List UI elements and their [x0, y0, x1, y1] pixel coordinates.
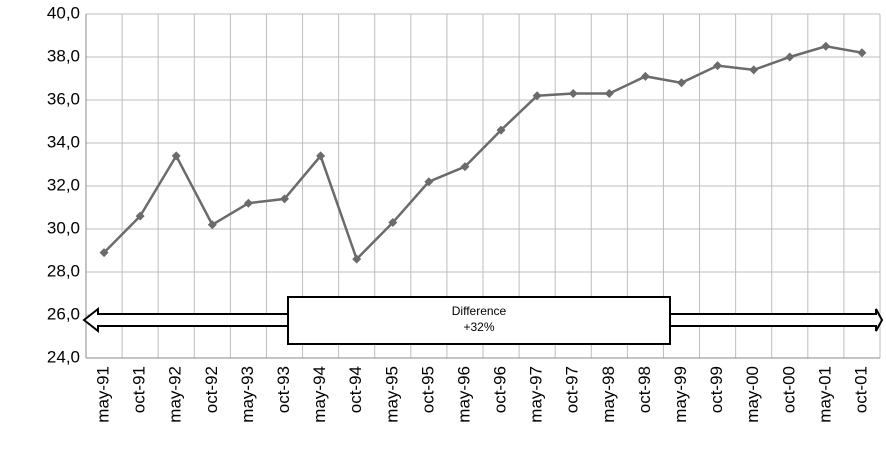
x-tick-label: may-00 [743, 366, 762, 423]
x-tick-label: may-01 [815, 366, 834, 423]
marker [388, 218, 398, 228]
marker [785, 52, 795, 62]
marker [496, 125, 506, 135]
annotation: Difference [452, 304, 507, 318]
x-tick-label: may-98 [599, 366, 618, 423]
x-tick-label: may-99 [671, 366, 690, 423]
y-tick-label: 28,0 [47, 261, 80, 280]
x-tick-label: oct-96 [491, 366, 510, 413]
x-tick-label: oct-91 [130, 366, 149, 413]
x-tick-label: may-93 [238, 366, 257, 423]
y-tick-label: 32,0 [47, 175, 80, 194]
annotation-box [287, 296, 671, 345]
x-tick-label: oct-97 [563, 366, 582, 413]
y-tick-label: 40,0 [47, 3, 80, 22]
marker [460, 162, 470, 172]
y-tick-label: 38,0 [47, 46, 80, 65]
marker [280, 194, 289, 204]
y-tick-label: 34,0 [47, 132, 80, 151]
marker [677, 78, 686, 88]
x-tick-label: may-94 [310, 366, 329, 423]
x-tick-label: oct-94 [346, 366, 365, 413]
x-tick-label: may-96 [454, 366, 473, 423]
line [103, 44, 863, 262]
marker [135, 211, 145, 221]
marker [568, 89, 578, 99]
marker [171, 151, 181, 161]
x-tick-label: may-91 [94, 366, 113, 423]
x-tick-label: oct-95 [418, 366, 437, 413]
marker [640, 71, 650, 81]
x-tick-label: oct-01 [851, 366, 870, 413]
marker [316, 151, 326, 161]
marker [207, 220, 217, 230]
marker [604, 89, 614, 99]
x-tick-label: may-97 [527, 366, 546, 423]
x-tick-label: oct-92 [202, 366, 221, 413]
x-tick-label: oct-93 [274, 366, 293, 413]
marker [99, 248, 109, 258]
x-tick-label: may-95 [382, 366, 401, 423]
x-tick-label: oct-98 [635, 366, 654, 413]
y-tick-label: 36,0 [47, 89, 80, 108]
marker [424, 177, 434, 187]
annotation: +32% [463, 320, 494, 334]
x-tick-label: oct-00 [779, 366, 798, 413]
y-tick-label: 26,0 [47, 304, 80, 323]
x-tick-label: oct-99 [707, 366, 726, 413]
marker [857, 48, 867, 58]
marker [243, 198, 253, 208]
marker [532, 91, 542, 101]
marker [713, 61, 723, 71]
marker [749, 65, 759, 75]
x-tick-label: may-92 [166, 366, 185, 423]
y-tick-label: 24,0 [47, 347, 80, 366]
y-tick-label: 30,0 [47, 218, 80, 237]
marker [352, 254, 362, 264]
marker [821, 41, 831, 51]
